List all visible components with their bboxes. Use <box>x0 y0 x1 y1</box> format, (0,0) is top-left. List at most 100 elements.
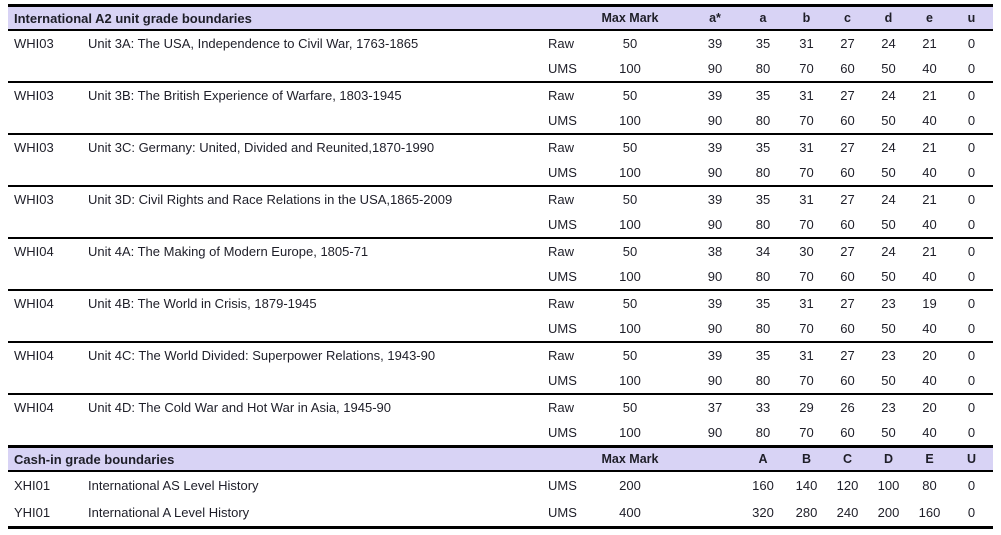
cashin-grade-header-E: E <box>909 445 950 472</box>
grade-cell: 90 <box>707 269 723 284</box>
unit-title-cell: Unit 4B: The World in Crisis, 1879-1945 <box>88 289 545 316</box>
unit-code-cell <box>8 212 88 238</box>
grade-cell: 21 <box>909 237 950 264</box>
unit-rows-body: WHI03 Unit 3A: The USA, Independence to C… <box>8 30 993 447</box>
grade-cell: 0 <box>967 373 976 388</box>
grade-cell: 320 <box>752 505 774 520</box>
grade-cell: 31 <box>786 133 827 160</box>
grade-spacer-cell <box>690 499 740 528</box>
cashin-header-spacer <box>690 445 740 472</box>
grade-cell: 20 <box>909 341 950 368</box>
grade-cell: 35 <box>755 36 771 51</box>
cashin-grade-header-A: A <box>740 445 786 472</box>
grade-cell: 35 <box>740 341 786 368</box>
grade-cell: 23 <box>868 393 909 420</box>
unit-title-cell <box>88 108 545 134</box>
max-mark-cell: 400 <box>619 505 641 520</box>
unit-row-raw: WHI04 Unit 4A: The Making of Modern Europ… <box>8 237 993 264</box>
unit-title-cell: Unit 4C: The World Divided: Superpower R… <box>88 341 545 368</box>
grade-cell: 140 <box>795 478 818 493</box>
grade-cell: 80 <box>755 425 771 440</box>
grade-cell: 70 <box>799 217 814 232</box>
unit-row-ums: UMS 100 90 80 70 60 50 40 0 <box>8 368 993 394</box>
unit-section-title: International A2 unit grade boundaries <box>8 4 600 31</box>
grade-cell: 27 <box>827 133 868 160</box>
grade-cell: 0 <box>967 425 976 440</box>
unit-title-cell: Unit 3A: The USA, Independence to Civil … <box>88 36 419 51</box>
grade-cell: 40 <box>922 373 937 388</box>
grade-cell: 160 <box>918 505 941 520</box>
cashin-grade-header-D: D <box>868 445 909 472</box>
max-mark-cell: 50 <box>600 393 690 420</box>
grade-cell: 39 <box>707 36 723 51</box>
grade-cell: 24 <box>881 36 896 51</box>
grade-cell: 19 <box>909 289 950 316</box>
grade-cell: 60 <box>840 321 855 336</box>
max-mark-cell: 100 <box>619 321 641 336</box>
cashin-code-cell: XHI01 <box>14 478 51 493</box>
grade-cell: 40 <box>922 425 937 440</box>
grade-cell: 27 <box>827 341 868 368</box>
unit-code-cell <box>8 420 88 447</box>
grade-cell: 0 <box>967 113 976 128</box>
grade-cell: 90 <box>707 217 723 232</box>
grade-cell: 39 <box>690 341 740 368</box>
cashin-title-cell: International AS Level History <box>88 478 259 493</box>
grade-cell: 35 <box>740 133 786 160</box>
grade-cell: 0 <box>967 61 976 76</box>
grade-spacer-cell <box>690 471 740 499</box>
unit-row-ums: UMS 100 90 80 70 60 50 40 0 <box>8 212 993 238</box>
grade-cell: 27 <box>827 81 868 108</box>
mark-type-cell: UMS <box>548 269 577 284</box>
cashin-rows-body: XHI01 International AS Level History UMS 20… <box>8 471 993 528</box>
max-mark-cell: 50 <box>600 133 690 160</box>
grade-cell: 50 <box>881 373 896 388</box>
mark-type-cell: Raw <box>545 185 600 212</box>
grade-cell: 21 <box>909 133 950 160</box>
unit-title-cell: Unit 4A: The Making of Modern Europe, 18… <box>88 237 545 264</box>
mark-type-cell: Raw <box>545 237 600 264</box>
grade-cell: 50 <box>881 425 896 440</box>
cashin-grade-header-C: C <box>827 445 868 472</box>
unit-title-cell <box>88 264 545 290</box>
grade-cell: 0 <box>950 289 993 316</box>
grade-cell: 80 <box>755 269 771 284</box>
unit-row-ums: UMS 100 90 80 70 60 50 40 0 <box>8 108 993 134</box>
grade-cell: 50 <box>881 113 896 128</box>
grade-cell: 30 <box>786 237 827 264</box>
mark-type-cell: Raw <box>548 36 575 51</box>
unit-row-raw: WHI03 Unit 3C: Germany: United, Divided a… <box>8 133 993 160</box>
grade-cell: 34 <box>740 237 786 264</box>
mark-type-cell: Raw <box>545 393 600 420</box>
unit-code-cell <box>8 56 88 82</box>
unit-row-raw: WHI03 Unit 3D: Civil Rights and Race Rela… <box>8 185 993 212</box>
grade-cell: 0 <box>967 165 976 180</box>
max-mark-cell: 100 <box>619 425 641 440</box>
unit-code-cell: WHI03 <box>8 185 88 212</box>
unit-code-cell: WHI04 <box>8 393 88 420</box>
grade-cell: 80 <box>755 321 771 336</box>
unit-title-cell: Unit 3B: The British Experience of Warfa… <box>88 81 545 108</box>
grade-cell: 40 <box>922 321 937 336</box>
grade-cell: 70 <box>799 113 814 128</box>
grade-cell: 50 <box>881 61 896 76</box>
grade-cell: 0 <box>950 341 993 368</box>
grade-cell: 60 <box>840 425 855 440</box>
unit-code-cell <box>8 264 88 290</box>
grade-cell: 24 <box>868 237 909 264</box>
grade-cell: 40 <box>922 269 937 284</box>
grade-cell: 24 <box>868 81 909 108</box>
mark-type-cell: UMS <box>548 373 577 388</box>
grade-cell: 35 <box>740 289 786 316</box>
unit-code-cell <box>8 368 88 394</box>
max-mark-cell: 100 <box>619 269 641 284</box>
grade-cell: 200 <box>877 505 900 520</box>
unit-code-cell <box>8 160 88 186</box>
unit-row-ums: UMS 100 90 80 70 60 50 40 0 <box>8 264 993 290</box>
grade-cell: 24 <box>868 185 909 212</box>
cashin-title-cell: International A Level History <box>88 505 250 520</box>
grade-cell: 120 <box>836 478 859 493</box>
grade-cell: 60 <box>840 217 855 232</box>
grade-cell: 60 <box>840 165 855 180</box>
